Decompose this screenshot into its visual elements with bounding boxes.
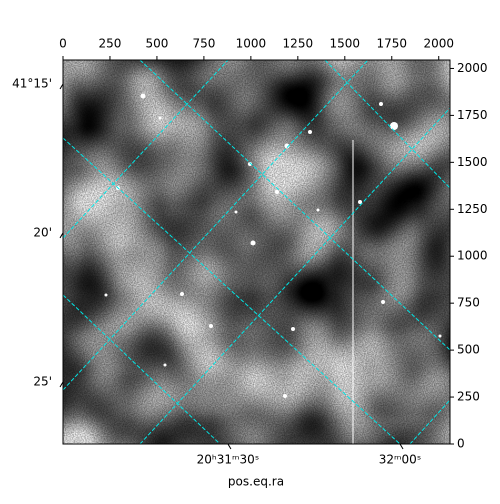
x-tick-label: 750 — [192, 37, 215, 51]
dec-tick — [59, 381, 64, 388]
y-tick-label: 750 — [457, 296, 480, 310]
y-tick-label: 1250 — [457, 202, 488, 216]
axes-frame — [62, 59, 451, 445]
dec-tick-label: 41°15' — [12, 77, 52, 91]
ra-tick — [399, 443, 404, 450]
x-tick-label: 500 — [145, 37, 168, 51]
dec-tick-label: 25' — [33, 375, 52, 389]
x-tick-label: 1750 — [376, 37, 407, 51]
y-tick-label: 250 — [457, 390, 480, 404]
y-tick-label: 500 — [457, 343, 480, 357]
y-tick-label: 1000 — [457, 249, 488, 263]
x-tick-label: 1500 — [330, 37, 361, 51]
x-axis-label: pos.eq.ra — [228, 475, 284, 489]
dec-tick-label: 20' — [33, 225, 52, 239]
ra-tick — [227, 443, 232, 450]
y-tick-label: 0 — [457, 437, 465, 451]
y-tick-label: 2000 — [457, 61, 488, 75]
x-tick-label: 1000 — [236, 37, 267, 51]
x-tick-label: 2000 — [423, 37, 454, 51]
y-tick-label: 1500 — [457, 155, 488, 169]
dec-tick — [59, 232, 64, 239]
dec-tick — [59, 83, 64, 90]
x-tick-label: 1250 — [283, 37, 314, 51]
coordinate-grid — [63, 60, 450, 444]
ra-tick-label: 32ᵐ00ˢ — [379, 453, 422, 467]
x-tick-label: 0 — [59, 37, 67, 51]
x-tick-label: 250 — [99, 37, 122, 51]
y-tick-label: 1750 — [457, 108, 488, 122]
sky-image — [63, 60, 450, 444]
stars — [104, 93, 442, 444]
ra-tick-label: 20ʰ31ᵐ30ˢ — [197, 453, 260, 467]
